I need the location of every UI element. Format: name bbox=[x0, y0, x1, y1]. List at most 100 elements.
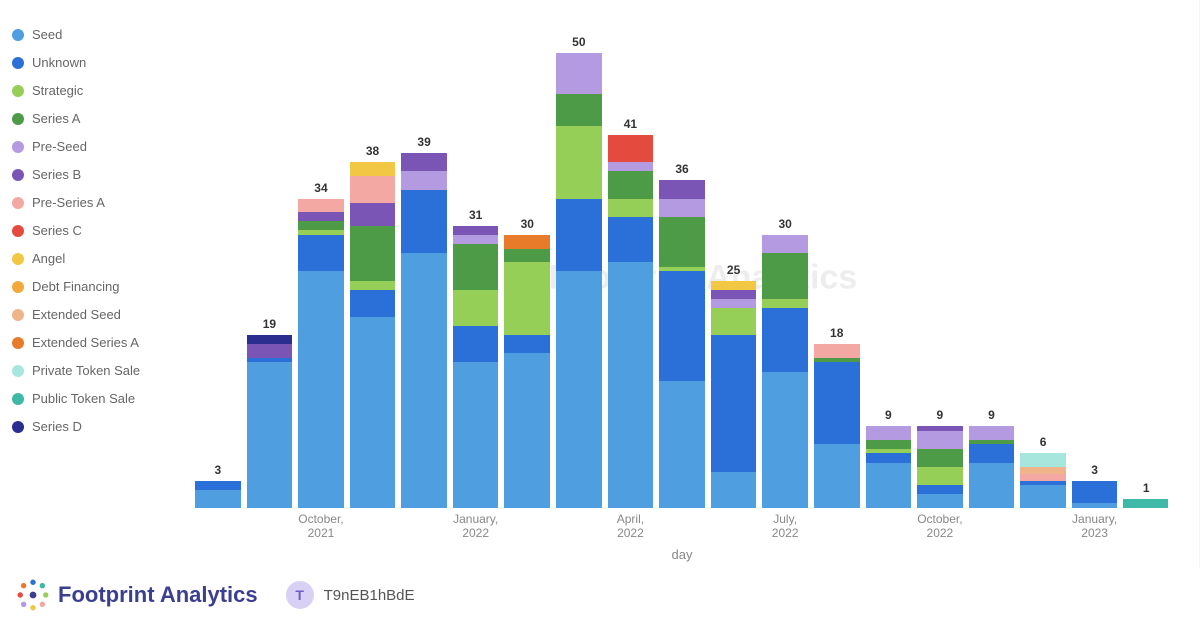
bar-segment-seed[interactable] bbox=[453, 362, 499, 508]
bar-segment-unknown[interactable] bbox=[1072, 481, 1118, 504]
bar-segment-strategic[interactable] bbox=[453, 290, 499, 326]
legend-item-public_token[interactable]: Public Token Sale bbox=[12, 392, 192, 405]
bar-segment-seed[interactable] bbox=[814, 444, 860, 508]
bar-stack[interactable] bbox=[401, 153, 447, 508]
bar-segment-pre_seed[interactable] bbox=[762, 235, 808, 253]
bar-segment-series_b[interactable] bbox=[298, 212, 344, 221]
bar-segment-extended_seed[interactable] bbox=[1020, 467, 1066, 474]
bar-stack[interactable] bbox=[814, 344, 860, 508]
bar-segment-series_a[interactable] bbox=[298, 221, 344, 230]
bar-stack[interactable] bbox=[453, 226, 499, 508]
bar-segment-seed[interactable] bbox=[504, 353, 550, 508]
bar-segment-unknown[interactable] bbox=[608, 217, 654, 263]
bar-segment-series_d[interactable] bbox=[247, 335, 293, 344]
bar-stack[interactable] bbox=[711, 281, 757, 508]
bar-stack[interactable] bbox=[504, 235, 550, 508]
bar-segment-unknown[interactable] bbox=[917, 485, 963, 494]
bar-segment-seed[interactable] bbox=[711, 472, 757, 508]
bar-segment-series_a[interactable] bbox=[866, 440, 912, 449]
bar-segment-pre_seed[interactable] bbox=[711, 299, 757, 308]
bar-segment-strategic[interactable] bbox=[711, 308, 757, 335]
bar-segment-seed[interactable] bbox=[195, 490, 241, 508]
legend-item-series_b[interactable]: Series B bbox=[12, 168, 192, 181]
bar-segment-seed[interactable] bbox=[401, 253, 447, 508]
bar-segment-strategic[interactable] bbox=[556, 126, 602, 199]
bar-segment-strategic[interactable] bbox=[350, 281, 396, 290]
bar-segment-pre_series_a[interactable] bbox=[814, 344, 860, 358]
bar-segment-unknown[interactable] bbox=[504, 335, 550, 353]
legend-item-series_d[interactable]: Series D bbox=[12, 420, 192, 433]
bar-segment-unknown[interactable] bbox=[453, 326, 499, 362]
bar-segment-series_c[interactable] bbox=[608, 135, 654, 162]
bar-segment-private_token[interactable] bbox=[1020, 453, 1066, 467]
bar-stack[interactable] bbox=[556, 53, 602, 508]
bar-segment-pre_seed[interactable] bbox=[969, 426, 1015, 440]
legend-item-seed[interactable]: Seed bbox=[12, 28, 192, 41]
bar-segment-pre_seed[interactable] bbox=[401, 171, 447, 189]
bar-stack[interactable] bbox=[866, 426, 912, 508]
bar-stack[interactable] bbox=[195, 481, 241, 508]
bar-segment-unknown[interactable] bbox=[659, 271, 705, 380]
bar-stack[interactable] bbox=[247, 335, 293, 508]
bar-segment-seed[interactable] bbox=[917, 494, 963, 508]
bar-segment-pre_series_a[interactable] bbox=[350, 176, 396, 203]
legend-item-debt_financing[interactable]: Debt Financing bbox=[12, 280, 192, 293]
bar-segment-series_b[interactable] bbox=[453, 226, 499, 235]
legend-item-extended_series_a[interactable]: Extended Series A bbox=[12, 336, 192, 349]
bar-segment-series_a[interactable] bbox=[504, 249, 550, 263]
bar-stack[interactable] bbox=[1020, 453, 1066, 508]
bar-segment-strategic[interactable] bbox=[917, 467, 963, 485]
legend-item-private_token[interactable]: Private Token Sale bbox=[12, 364, 192, 377]
bar-stack[interactable] bbox=[1072, 481, 1118, 508]
bar-segment-seed[interactable] bbox=[866, 463, 912, 509]
bar-segment-unknown[interactable] bbox=[866, 453, 912, 462]
bar-segment-seed[interactable] bbox=[1020, 485, 1066, 508]
bar-segment-strategic[interactable] bbox=[608, 199, 654, 217]
bar-segment-unknown[interactable] bbox=[814, 362, 860, 444]
legend-item-pre_seed[interactable]: Pre-Seed bbox=[12, 140, 192, 153]
bar-segment-seed[interactable] bbox=[298, 271, 344, 508]
legend-item-angel[interactable]: Angel bbox=[12, 252, 192, 265]
bar-segment-seed[interactable] bbox=[608, 262, 654, 508]
bar-segment-pre_series_a[interactable] bbox=[298, 199, 344, 213]
bar-segment-extended_series_a[interactable] bbox=[504, 235, 550, 249]
bar-segment-unknown[interactable] bbox=[556, 199, 602, 272]
brand[interactable]: Footprint Analytics bbox=[16, 578, 258, 612]
bar-stack[interactable] bbox=[659, 180, 705, 508]
legend-item-series_c[interactable]: Series C bbox=[12, 224, 192, 237]
bar-segment-angel[interactable] bbox=[350, 162, 396, 176]
bar-segment-series_a[interactable] bbox=[762, 253, 808, 299]
bar-segment-series_a[interactable] bbox=[556, 94, 602, 126]
bar-segment-seed[interactable] bbox=[762, 372, 808, 509]
legend-item-pre_series_a[interactable]: Pre-Series A bbox=[12, 196, 192, 209]
bar-segment-unknown[interactable] bbox=[762, 308, 808, 372]
bar-segment-pre_seed[interactable] bbox=[917, 431, 963, 449]
bar-segment-unknown[interactable] bbox=[969, 444, 1015, 462]
bar-segment-series_b[interactable] bbox=[711, 290, 757, 299]
bar-stack[interactable] bbox=[1123, 499, 1169, 508]
bar-segment-seed[interactable] bbox=[247, 362, 293, 508]
bar-segment-pre_seed[interactable] bbox=[556, 53, 602, 94]
bar-segment-seed[interactable] bbox=[350, 317, 396, 508]
bar-segment-unknown[interactable] bbox=[350, 290, 396, 317]
user-chip[interactable]: T T9nEB1hBdE bbox=[286, 581, 415, 609]
bar-segment-public_token[interactable] bbox=[1123, 499, 1169, 508]
legend-item-extended_seed[interactable]: Extended Seed bbox=[12, 308, 192, 321]
bar-segment-angel[interactable] bbox=[711, 281, 757, 290]
bar-stack[interactable] bbox=[608, 135, 654, 508]
bar-segment-pre_seed[interactable] bbox=[659, 199, 705, 217]
bar-segment-seed[interactable] bbox=[969, 463, 1015, 509]
bar-segment-series_a[interactable] bbox=[350, 226, 396, 281]
bar-segment-strategic[interactable] bbox=[762, 299, 808, 308]
bar-segment-unknown[interactable] bbox=[711, 335, 757, 472]
bar-segment-seed[interactable] bbox=[1072, 503, 1118, 508]
bar-segment-series_b[interactable] bbox=[401, 153, 447, 171]
bar-segment-series_b[interactable] bbox=[247, 344, 293, 358]
bar-segment-series_a[interactable] bbox=[453, 244, 499, 290]
bar-segment-pre_seed[interactable] bbox=[866, 426, 912, 440]
bar-stack[interactable] bbox=[969, 426, 1015, 508]
bar-segment-series_b[interactable] bbox=[350, 203, 396, 226]
bar-stack[interactable] bbox=[350, 162, 396, 508]
legend-item-unknown[interactable]: Unknown bbox=[12, 56, 192, 69]
bar-segment-pre_seed[interactable] bbox=[453, 235, 499, 244]
